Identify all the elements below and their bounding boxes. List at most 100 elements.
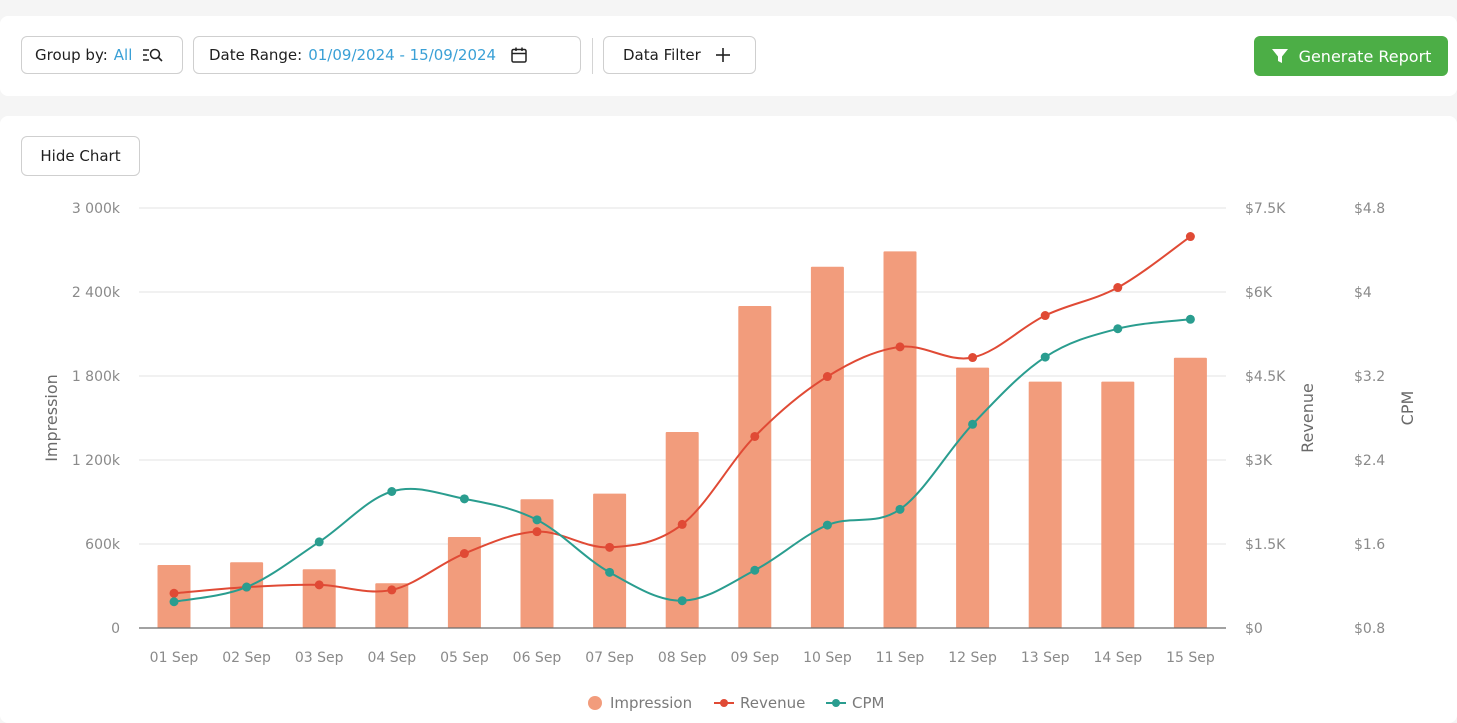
- calendar-icon: [510, 46, 528, 64]
- chart-panel: Hide Chart 0 $0 $0.8 600k $1.5K $1.6 1 200k $3K…: [0, 116, 1457, 723]
- cpm-tick-label: $4: [1354, 285, 1372, 301]
- cpm-point: [1185, 314, 1195, 324]
- revenue-tick-label: $1.5K: [1245, 537, 1286, 553]
- data-filter-button[interactable]: Data Filter: [603, 36, 756, 74]
- cpm-point: [314, 537, 324, 547]
- x-tick-label: 07 Sep: [585, 650, 634, 666]
- revenue-tick-label: $4.5K: [1245, 369, 1286, 385]
- cpm-point: [605, 567, 615, 577]
- cpm-point: [895, 504, 905, 514]
- cpm-point: [750, 565, 760, 575]
- revenue-point: [1113, 283, 1123, 293]
- toolbar-divider: [592, 38, 593, 74]
- legend-impression-label: Impression: [610, 694, 692, 712]
- date-range-label: Date Range:: [209, 46, 303, 64]
- cpm-point: [822, 520, 832, 530]
- cpm-point: [532, 515, 542, 525]
- x-tick-label: 10 Sep: [803, 650, 852, 666]
- revenue-point: [968, 353, 978, 363]
- x-tick-label: 02 Sep: [222, 650, 271, 666]
- data-filter-label: Data Filter: [623, 46, 701, 64]
- revenue-point: [169, 588, 179, 598]
- revenue-tick-label: $0: [1245, 621, 1263, 637]
- revenue-point: [459, 549, 469, 559]
- group-by-button[interactable]: Group by: All: [21, 36, 183, 74]
- impression-bar: [447, 537, 481, 628]
- revenue-axis-title: Revenue: [1298, 383, 1317, 453]
- x-tick-label: 03 Sep: [295, 650, 344, 666]
- revenue-point: [895, 342, 905, 352]
- revenue-point: [677, 519, 687, 529]
- impression-bar: [883, 251, 917, 628]
- impression-tick-label: 1 800k: [72, 369, 121, 385]
- impression-tick-label: 600k: [85, 537, 121, 553]
- revenue-tick-label: $3K: [1245, 453, 1273, 469]
- x-tick-label: 01 Sep: [150, 650, 199, 666]
- revenue-point: [387, 585, 397, 595]
- group-by-value: All: [113, 46, 133, 64]
- cpm-point: [968, 419, 978, 429]
- impression-bar: [810, 266, 844, 628]
- cpm-point: [459, 494, 469, 504]
- impression-tick-label: 0: [111, 621, 120, 637]
- x-tick-label: 09 Sep: [730, 650, 779, 666]
- revenue-point: [532, 527, 542, 537]
- impression-bar: [593, 493, 627, 628]
- legend-cpm-dot: [832, 699, 840, 707]
- legend-impression-marker[interactable]: [588, 696, 602, 710]
- cpm-tick-label: $4.8: [1354, 201, 1385, 217]
- toolbar: Group by: All Date Range: 01/09/2024 - 1…: [0, 16, 1457, 96]
- cpm-point: [242, 582, 252, 592]
- impression-bar: [956, 367, 990, 628]
- cpm-tick-label: $1.6: [1354, 537, 1385, 553]
- revenue-point: [1185, 232, 1195, 242]
- impression-bar: [665, 432, 699, 628]
- combo-chart: 0 $0 $0.8 600k $1.5K $1.6 1 200k $3K $2.4 1 800k $…: [42, 201, 1417, 712]
- revenue-tick-label: $6K: [1245, 285, 1273, 301]
- revenue-tick-label: $7.5K: [1245, 201, 1286, 217]
- x-tick-label: 14 Sep: [1093, 650, 1142, 666]
- revenue-point: [314, 580, 324, 590]
- date-range-value: 01/09/2024 - 15/09/2024: [308, 46, 497, 64]
- impression-tick-label: 1 200k: [72, 453, 121, 469]
- revenue-point: [822, 372, 832, 382]
- legend-revenue-label: Revenue: [740, 694, 805, 712]
- impression-bar: [1173, 357, 1207, 628]
- x-tick-label: 11 Sep: [876, 650, 925, 666]
- cpm-tick-label: $3.2: [1354, 369, 1385, 385]
- impression-bar: [302, 569, 336, 628]
- impression-tick-label: 3 000k: [72, 201, 121, 217]
- x-tick-label: 06 Sep: [513, 650, 562, 666]
- hide-chart-button[interactable]: Hide Chart: [21, 136, 140, 176]
- date-range-button[interactable]: Date Range: 01/09/2024 - 15/09/2024: [193, 36, 581, 74]
- x-tick-label: 15 Sep: [1166, 650, 1215, 666]
- generate-report-label: Generate Report: [1298, 46, 1432, 66]
- cpm-tick-label: $0.8: [1354, 621, 1385, 637]
- impression-bar: [230, 562, 264, 628]
- cpm-point: [1040, 352, 1050, 362]
- x-tick-label: 13 Sep: [1021, 650, 1070, 666]
- impression-bar: [375, 583, 409, 628]
- cpm-axis-title: CPM: [1398, 391, 1417, 426]
- impression-axis-title: Impression: [42, 374, 61, 462]
- x-tick-label: 05 Sep: [440, 650, 489, 666]
- generate-report-button[interactable]: Generate Report: [1254, 36, 1448, 76]
- impression-bar: [1101, 381, 1135, 628]
- revenue-line: [173, 235, 1191, 595]
- impression-bar: [738, 306, 772, 628]
- cpm-point: [1113, 324, 1123, 334]
- plus-icon: [715, 47, 731, 63]
- filter-funnel-icon: [1271, 47, 1289, 65]
- group-by-label: Group by:: [35, 46, 108, 64]
- legend-revenue-dot: [720, 699, 728, 707]
- impression-tick-label: 2 400k: [72, 285, 121, 301]
- cpm-tick-label: $2.4: [1354, 453, 1385, 469]
- revenue-point: [750, 431, 760, 441]
- x-tick-label: 12 Sep: [948, 650, 997, 666]
- cpm-point: [677, 596, 687, 606]
- cpm-point: [387, 487, 397, 496]
- legend-cpm-label: CPM: [852, 694, 884, 712]
- x-tick-label: 04 Sep: [367, 650, 416, 666]
- impression-bar: [1028, 381, 1062, 628]
- search-list-icon: [142, 47, 164, 63]
